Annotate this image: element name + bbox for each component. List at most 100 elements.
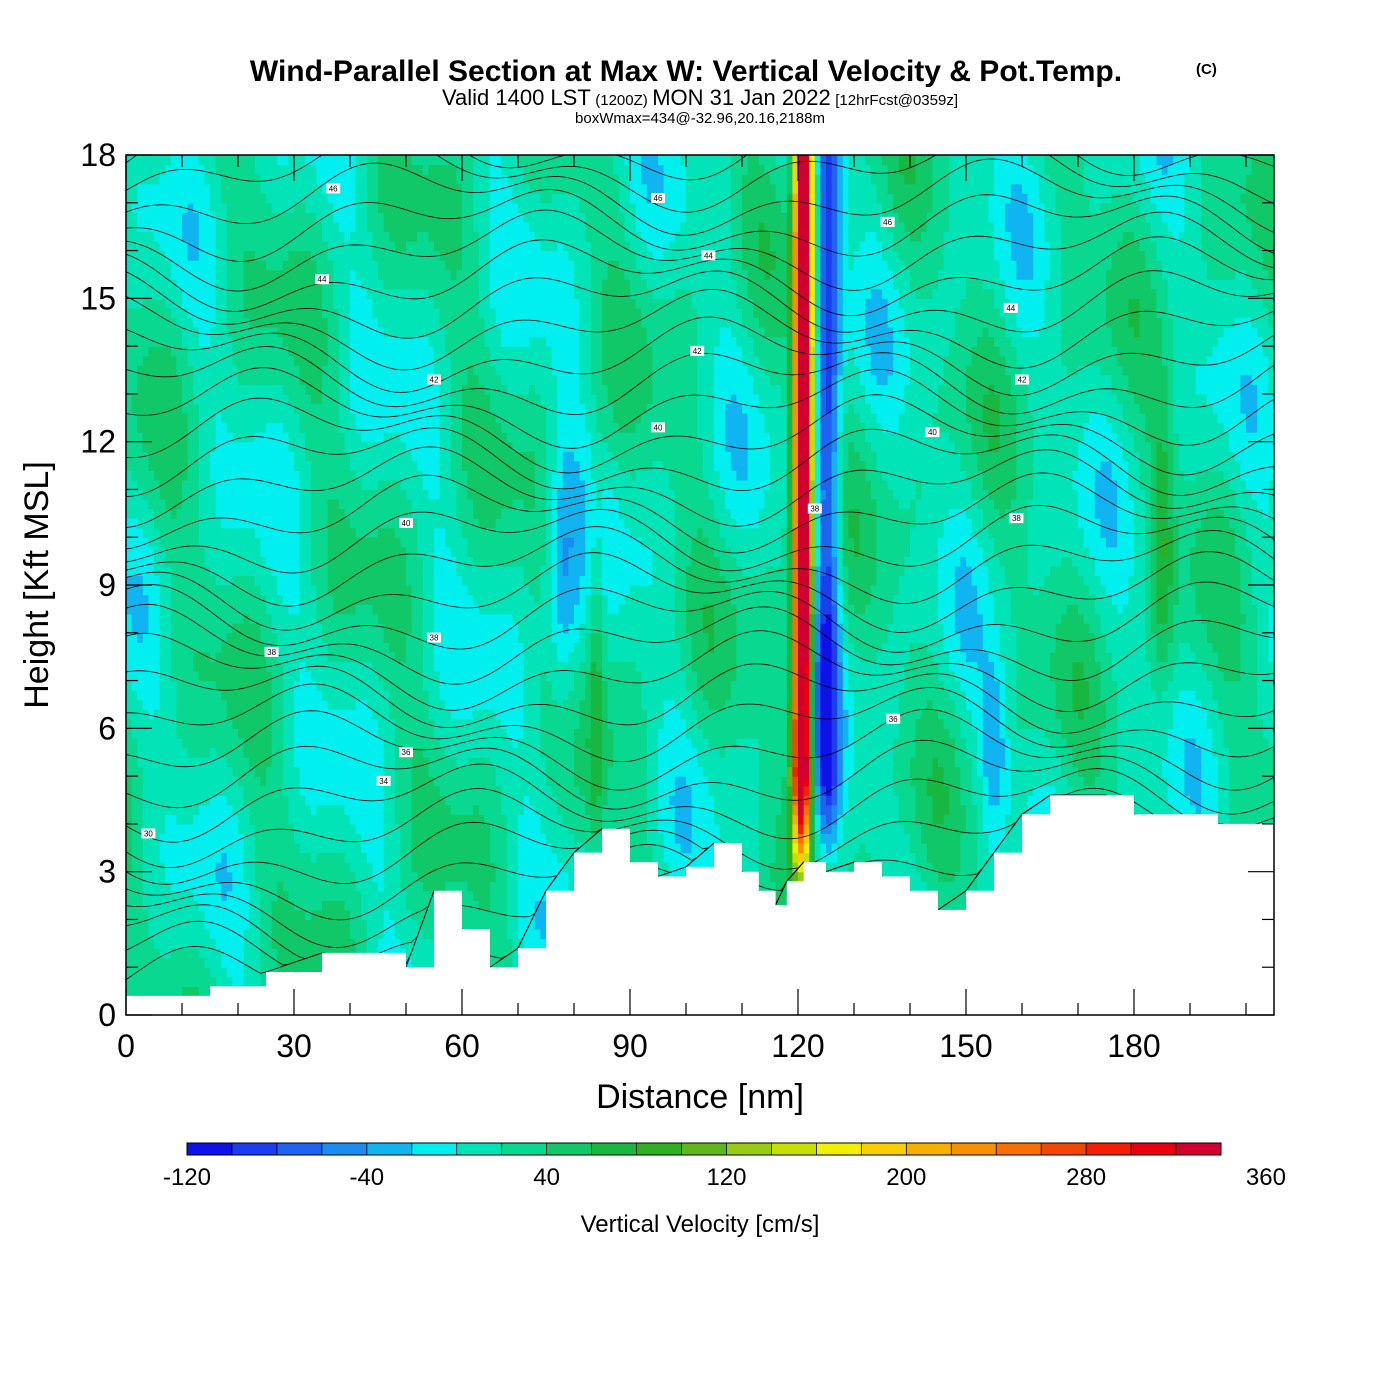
velocity-cell (299, 250, 306, 261)
velocity-cell (170, 241, 177, 252)
velocity-cell (226, 346, 233, 357)
velocity-cell (254, 460, 261, 471)
velocity-cell (221, 432, 228, 443)
velocity-cell (131, 298, 138, 309)
velocity-cell (170, 804, 177, 815)
velocity-cell (193, 613, 200, 624)
velocity-cell (148, 938, 155, 949)
velocity-cell (249, 441, 256, 452)
velocity-cell (176, 298, 183, 309)
velocity-cell (394, 785, 401, 796)
velocity-cell (372, 327, 379, 338)
velocity-cell (411, 518, 418, 529)
velocity-cell (182, 346, 189, 357)
velocity-cell (344, 919, 351, 930)
velocity-cell (193, 212, 200, 223)
velocity-cell (204, 202, 211, 213)
velocity-cell (204, 432, 211, 443)
velocity-cell (260, 241, 267, 252)
velocity-cell (131, 231, 138, 242)
velocity-cell (406, 709, 413, 720)
velocity-cell (232, 241, 239, 252)
velocity-cell (316, 241, 323, 252)
velocity-cell (148, 183, 155, 194)
velocity-cell (221, 183, 228, 194)
velocity-cell (204, 489, 211, 500)
velocity-cell (327, 623, 334, 634)
velocity-cell (316, 938, 323, 949)
velocity-cell (378, 174, 385, 185)
velocity-cell (193, 489, 200, 500)
velocity-cell (428, 728, 435, 739)
velocity-cell (389, 776, 396, 787)
velocity-cell (394, 690, 401, 701)
velocity-cell (142, 862, 149, 873)
velocity-cell (210, 537, 217, 548)
velocity-cell (266, 613, 273, 624)
velocity-cell (260, 183, 267, 194)
velocity-cell (361, 632, 368, 643)
velocity-cell (406, 432, 413, 443)
velocity-cell (210, 613, 217, 624)
velocity-cell (154, 365, 161, 376)
velocity-cell (137, 890, 144, 901)
velocity-cell (238, 460, 245, 471)
velocity-cell (400, 451, 407, 462)
velocity-cell (148, 231, 155, 242)
velocity-cell (327, 900, 334, 911)
velocity-cell (316, 221, 323, 233)
velocity-cell (322, 795, 329, 806)
velocity-cell (137, 938, 144, 949)
velocity-cell (355, 747, 362, 758)
velocity-cell (277, 174, 284, 185)
velocity-cell (154, 976, 161, 987)
velocity-cell (333, 737, 340, 749)
velocity-cell (249, 537, 256, 548)
velocity-cell (131, 737, 138, 749)
velocity-cell (238, 241, 245, 252)
velocity-cell (198, 938, 205, 949)
velocity-cell (204, 737, 211, 749)
velocity-cell (182, 193, 189, 204)
velocity-cell (372, 212, 379, 223)
velocity-cell (333, 413, 340, 424)
velocity-cell (316, 766, 323, 777)
velocity-cell (249, 413, 256, 424)
velocity-cell (249, 527, 256, 538)
velocity-cell (210, 508, 217, 519)
velocity-cell (131, 795, 138, 806)
velocity-cell (366, 843, 373, 854)
velocity-cell (338, 212, 345, 223)
velocity-cell (305, 260, 312, 271)
velocity-cell (165, 527, 172, 538)
velocity-cell (187, 699, 194, 710)
velocity-cell (383, 250, 390, 261)
velocity-cell (361, 365, 368, 376)
velocity-cell (210, 929, 217, 940)
velocity-cell (249, 164, 256, 175)
velocity-cell (193, 919, 200, 930)
velocity-cell (266, 317, 273, 328)
velocity-cell (142, 623, 149, 634)
velocity-cell (383, 604, 390, 615)
velocity-cell (422, 355, 429, 366)
velocity-cell (176, 833, 183, 844)
velocity-cell (260, 307, 267, 319)
velocity-cell (383, 298, 390, 309)
velocity-cell (165, 881, 172, 892)
velocity-cell (322, 393, 329, 405)
velocity-cell (294, 900, 301, 911)
velocity-cell (131, 594, 138, 605)
velocity-cell (260, 833, 267, 844)
velocity-cell (316, 909, 323, 921)
velocity-cell (232, 393, 239, 405)
velocity-cell (350, 307, 357, 319)
velocity-cell (327, 862, 334, 873)
velocity-cell (400, 804, 407, 815)
velocity-cell (131, 680, 138, 691)
velocity-cell (288, 327, 295, 338)
velocity-cell (260, 957, 267, 968)
velocity-cell (305, 413, 312, 424)
velocity-cell (266, 594, 273, 605)
velocity-cell (411, 642, 418, 653)
